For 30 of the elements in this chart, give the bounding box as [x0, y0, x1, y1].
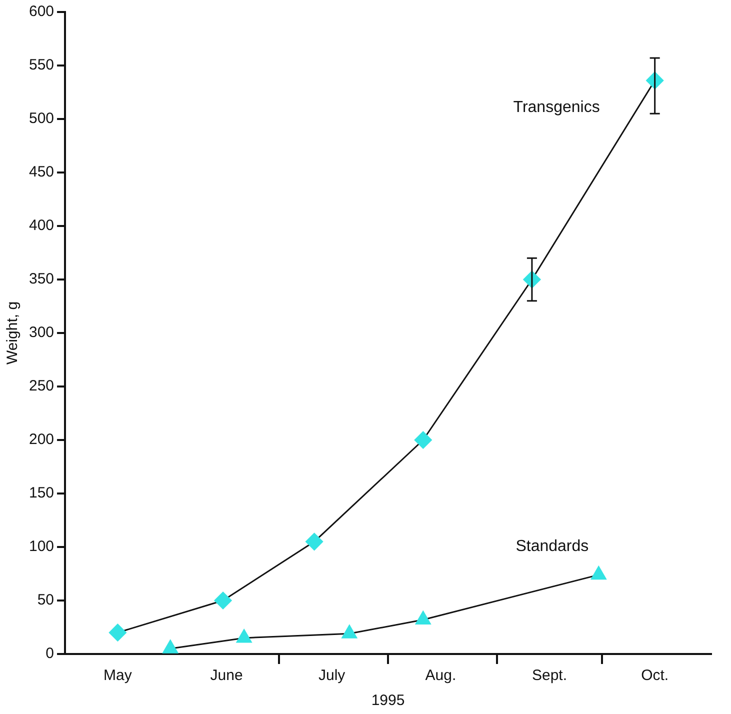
series-label: Standards	[516, 538, 589, 556]
y-tick-label: 350	[28, 270, 54, 288]
x-tick-label: Oct.	[641, 667, 669, 684]
y-tick-label: 400	[28, 217, 54, 234]
y-axis-title: Weight, g	[4, 301, 22, 365]
y-tick-label: 250	[28, 378, 54, 395]
point	[414, 431, 432, 449]
point	[415, 611, 431, 625]
y-tick-label: 550	[28, 56, 54, 74]
point	[306, 532, 324, 550]
x-tick-label: June	[210, 667, 243, 684]
y-tick-label: 300	[28, 324, 54, 342]
x-tick-label: Sept.	[532, 667, 568, 684]
y-tick-label: 0	[46, 645, 54, 662]
y-tick-label: 500	[28, 110, 54, 128]
y-tick-label: 200	[28, 431, 54, 448]
x-tick-label: Aug.	[425, 667, 456, 684]
series-label: Transgenics	[513, 98, 600, 116]
point	[342, 624, 358, 638]
y-tick-label: 450	[28, 164, 54, 181]
y-tick-label: 600	[28, 3, 54, 20]
point	[590, 566, 606, 580]
y-tick-label: 100	[28, 538, 54, 556]
point	[162, 640, 178, 654]
y-tick-label: 50	[37, 592, 54, 609]
x-tick-label: July	[318, 667, 346, 684]
x-axis-title: 1995	[371, 692, 405, 710]
x-tick-label: May	[104, 667, 132, 684]
y-tick-label: 150	[28, 484, 54, 502]
point	[236, 629, 252, 643]
